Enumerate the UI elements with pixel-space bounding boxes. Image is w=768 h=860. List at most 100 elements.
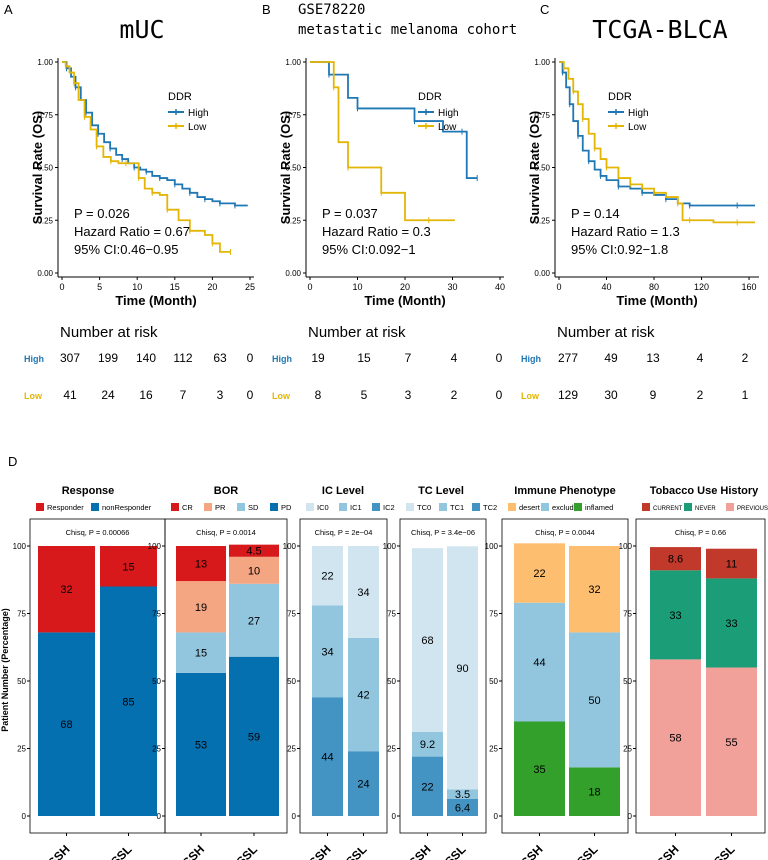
- bar-value-label: 19: [195, 602, 207, 614]
- risk-value: 277: [558, 351, 578, 365]
- panel-title: BOR: [214, 485, 239, 497]
- bar-segment-ic2: [312, 697, 343, 816]
- risk-value: 0: [496, 351, 503, 365]
- bar-value-label: 33: [669, 610, 681, 622]
- category-label: DSSH: [648, 842, 681, 860]
- bar-value-label: 15: [122, 561, 134, 573]
- risk-value: 1: [742, 388, 749, 402]
- panel-frame: [164, 518, 288, 834]
- legend-swatch: [541, 503, 549, 511]
- y-axis-label: Survival Rate (OS): [527, 111, 542, 224]
- legend-label: PREVIOUS: [737, 506, 768, 512]
- bar-value-label: 18: [588, 787, 600, 799]
- y-tick-label: 0.75: [534, 111, 550, 120]
- y-tick-label: 0.75: [37, 111, 53, 120]
- bar-panel-tobacco-use-history: Tobacco Use History CURRENT NEVER PREVIOUS C…: [619, 485, 768, 860]
- panel-title: TC Level: [418, 485, 464, 497]
- bar-value-label: 85: [122, 696, 134, 708]
- panel-title: Tobacco Use History: [650, 485, 759, 497]
- y-tick-label: 0: [157, 812, 162, 821]
- bar-segment-ic0: [348, 546, 379, 638]
- bar-panel-immune-phenotype: Immune Phenotype desert excluded inflamed Ch…: [485, 485, 629, 860]
- bar-segment-tc0: [447, 546, 478, 790]
- y-tick-label: 100: [148, 542, 162, 551]
- bar-segment-tc1: [447, 789, 478, 799]
- x-tick-label: 120: [694, 282, 709, 292]
- category-label: DSSL: [337, 842, 370, 860]
- risk-value: 30: [604, 388, 618, 402]
- legend-label: High: [438, 108, 459, 119]
- bar-segment-inflamed: [569, 767, 620, 816]
- bar-segment-tc1: [412, 731, 443, 757]
- annotation: Hazard Ratio = 0.67: [74, 224, 190, 239]
- km-curve-high: [559, 61, 755, 207]
- y-axis-label: Survival Rate (OS): [278, 111, 293, 224]
- bar-segment-inflamed: [514, 721, 565, 816]
- risk-value: 0: [247, 351, 254, 365]
- y-tick-label: 75: [287, 610, 296, 619]
- km-panel-c: C TCGA-BLCA 0.00 0.25 0.50 0.75 1.00 0 40 80 120 16…: [521, 2, 759, 402]
- km-panel-b: B GSE78220 metastatic melanoma cohort 0.00 0…: [262, 2, 517, 402]
- bar-segment-cr: [176, 546, 226, 582]
- y-tick-label: 100: [383, 542, 397, 551]
- bar-panel-ic-level: IC Level IC0 IC1 IC2 Chisq, P = 2e−04 0 25 50 75…: [283, 485, 395, 860]
- bar-value-label: 44: [321, 752, 333, 764]
- legend-swatch: [574, 503, 582, 511]
- bar-value-label: 50: [588, 695, 600, 707]
- y-tick-label: 50: [623, 677, 632, 686]
- risk-row-label-high: High: [521, 354, 541, 364]
- bar-segment-pd: [176, 672, 226, 816]
- y-tick-label: 75: [387, 610, 396, 619]
- legend-label: Low: [188, 122, 207, 133]
- legend-swatch: [372, 503, 380, 511]
- risk-table-title: Number at risk: [308, 324, 406, 341]
- bar-value-label: 34: [321, 646, 333, 658]
- x-tick-label: 0: [307, 282, 312, 292]
- y-tick-label: 0.00: [285, 269, 301, 278]
- y-tick-label: 25: [17, 745, 26, 754]
- bar-value-label: 68: [421, 635, 433, 647]
- y-tick-label: 0.25: [285, 216, 301, 225]
- category-label: DSSH: [512, 842, 545, 860]
- bar-value-label: 33: [725, 618, 737, 630]
- risk-value: 41: [63, 388, 77, 402]
- bar-value-label: 53: [195, 739, 207, 751]
- category-label: DSSH: [300, 842, 333, 860]
- legend-title: DDR: [608, 91, 632, 103]
- y-tick-label: 25: [387, 745, 396, 754]
- bar-panel-response: Response Responder nonResponder Chisq, P = …: [13, 485, 166, 860]
- y-tick-label: 1.00: [285, 58, 301, 67]
- bar-value-label: 55: [725, 737, 737, 749]
- bar-value-label: 27: [248, 615, 260, 627]
- panel-letter: B: [262, 2, 271, 17]
- risk-value: 4: [697, 351, 704, 365]
- chart-title: GSE78220: [298, 2, 365, 18]
- risk-value: 4: [451, 351, 458, 365]
- legend-title: DDR: [168, 91, 192, 103]
- y-tick-label: 100: [485, 542, 499, 551]
- legend-swatch: [472, 503, 480, 511]
- risk-value: 7: [405, 351, 412, 365]
- risk-value: 49: [604, 351, 618, 365]
- y-tick-label: 1.00: [534, 58, 550, 67]
- chisq-test-label: Chisq, P = 2e−04: [315, 528, 373, 537]
- bar-value-label: 22: [421, 781, 433, 793]
- y-tick-label: 25: [623, 745, 632, 754]
- legend-label: Low: [438, 122, 457, 133]
- risk-value: 3: [405, 388, 412, 402]
- risk-value: 16: [139, 388, 153, 402]
- category-label: DSSL: [568, 842, 601, 860]
- legend-swatch: [508, 503, 516, 511]
- bar-value-label: 22: [321, 571, 333, 583]
- km-curve-low: [559, 61, 755, 224]
- risk-value: 7: [180, 388, 187, 402]
- legend-swatch: [204, 503, 212, 511]
- y-tick-label: 0.25: [534, 216, 550, 225]
- y-tick-label: 75: [489, 610, 498, 619]
- x-tick-label: 0: [556, 282, 561, 292]
- risk-value: 0: [247, 388, 254, 402]
- bar-segment-sd: [229, 583, 279, 657]
- risk-value: 24: [101, 388, 115, 402]
- legend-swatch: [642, 503, 650, 511]
- annotation: P = 0.14: [571, 206, 620, 221]
